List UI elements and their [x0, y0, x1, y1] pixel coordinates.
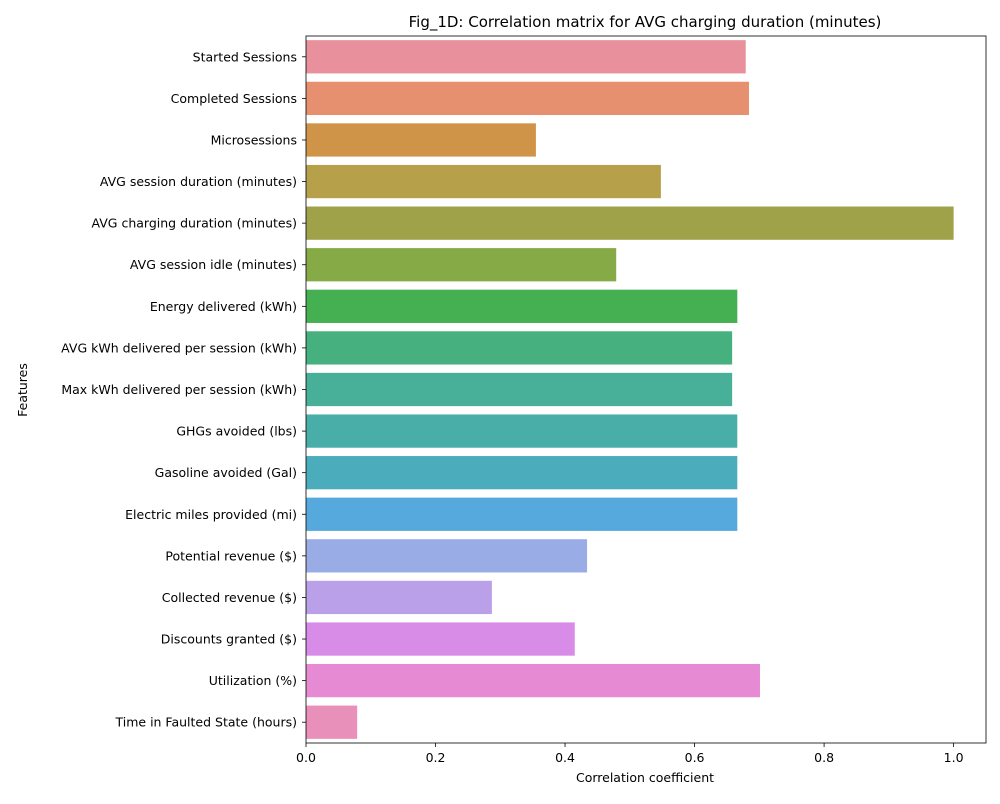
y-axis-label: Features: [15, 363, 30, 417]
bar: [306, 248, 617, 282]
y-tick-label: Started Sessions: [193, 49, 297, 64]
x-tick-label: 1.0: [944, 750, 964, 765]
y-tick-label: Energy delivered (kWh): [150, 299, 297, 314]
bar: [306, 40, 746, 74]
bars-layer: [306, 40, 954, 739]
y-tick-label: Discounts granted ($): [161, 632, 297, 647]
bar: [306, 497, 738, 531]
x-ticks: 0.0 0.2 0.4 0.6 0.8 1.0: [296, 743, 964, 765]
bar: [306, 663, 760, 698]
x-tick-label: 0.6: [685, 750, 705, 765]
bar: [306, 622, 575, 656]
y-ticks: Started Sessions Completed Sessions Micros…: [61, 49, 306, 730]
y-tick-label: Max kWh delivered per session (kWh): [61, 382, 297, 397]
axes-frame: [305, 35, 987, 744]
x-tick-label: 0.8: [814, 750, 834, 765]
y-tick-label: AVG session idle (minutes): [130, 257, 297, 272]
y-tick-label: Utilization (%): [209, 673, 297, 688]
y-tick-label: Collected revenue ($): [162, 590, 297, 605]
bar: [306, 372, 733, 407]
y-tick-label: Time in Faulted State (hours): [115, 715, 298, 730]
bar: [306, 81, 749, 116]
bar: [306, 206, 954, 240]
x-tick-label: 0.0: [296, 750, 316, 765]
bar: [306, 289, 738, 323]
x-tick-label: 0.4: [555, 750, 575, 765]
y-tick-label: Electric miles provided (mi): [125, 507, 297, 522]
bar: [306, 414, 738, 448]
chart-title: Fig_1D: Correlation matrix for AVG charg…: [409, 13, 882, 32]
y-tick-label: Completed Sessions: [171, 91, 297, 106]
bar: [306, 456, 738, 490]
y-tick-label: GHGs avoided (lbs): [176, 424, 297, 439]
y-tick-label: AVG charging duration (minutes): [92, 216, 298, 231]
axes-border: [305, 35, 987, 744]
bar: [306, 539, 588, 573]
y-tick-label: Microsessions: [211, 132, 297, 147]
y-tick-label: Gasoline avoided (Gal): [155, 465, 297, 480]
y-tick-label: AVG kWh delivered per session (kWh): [61, 340, 297, 355]
x-axis-label: Correlation coefficient: [576, 770, 714, 785]
bar: [306, 331, 733, 365]
bar: [306, 580, 492, 615]
bar: [306, 705, 358, 739]
y-tick-label: AVG session duration (minutes): [100, 174, 297, 189]
bar: [306, 123, 536, 157]
bar: [306, 164, 661, 199]
x-tick-label: 0.2: [426, 750, 446, 765]
y-tick-label: Potential revenue ($): [165, 548, 297, 563]
